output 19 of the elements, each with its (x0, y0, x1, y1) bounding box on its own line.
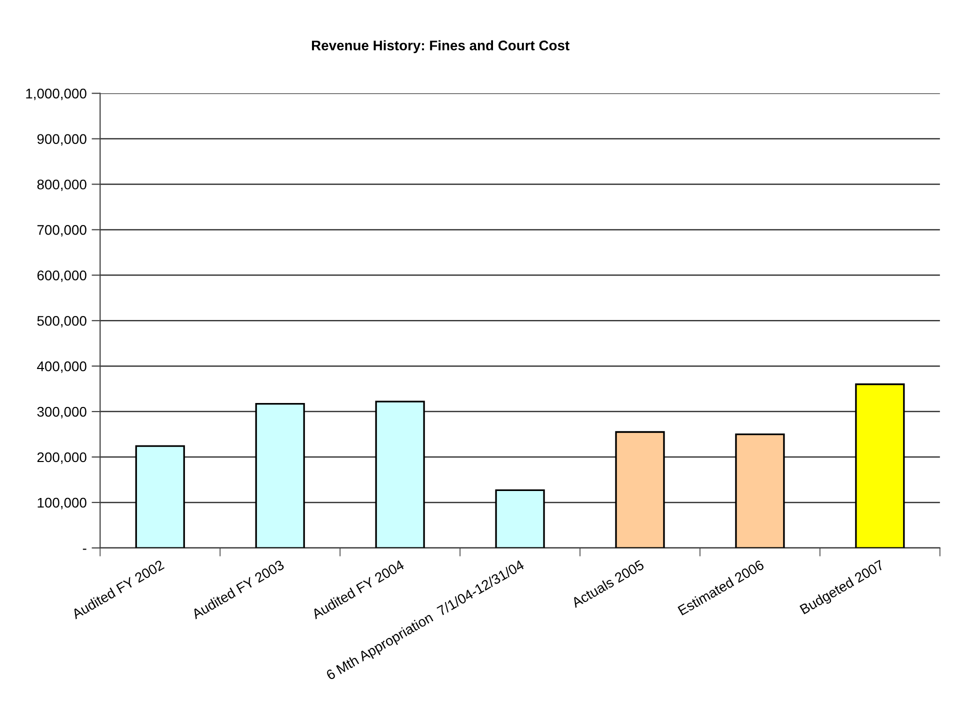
y-tick-label: 200,000 (37, 452, 86, 464)
y-tick-label: - (82, 548, 86, 550)
bar (855, 383, 905, 548)
y-tick-label: 1,000,000 (26, 88, 86, 100)
bar (615, 431, 665, 548)
y-tick-label: 600,000 (37, 270, 86, 282)
y-tick-label: 800,000 (37, 180, 86, 192)
bar (135, 445, 185, 548)
chart-title: Revenue History: Fines and Court Cost (312, 40, 570, 54)
y-tick-label: 700,000 (37, 225, 86, 237)
y-tick-label: 500,000 (37, 316, 86, 328)
y-tick-label: 300,000 (37, 406, 86, 418)
y-tick-label: 400,000 (37, 361, 86, 373)
bar (735, 433, 785, 548)
y-tick-label: 900,000 (37, 134, 86, 146)
bar (375, 400, 425, 548)
bar (495, 489, 545, 548)
y-tick-label: 100,000 (38, 498, 86, 510)
bar (255, 402, 305, 548)
